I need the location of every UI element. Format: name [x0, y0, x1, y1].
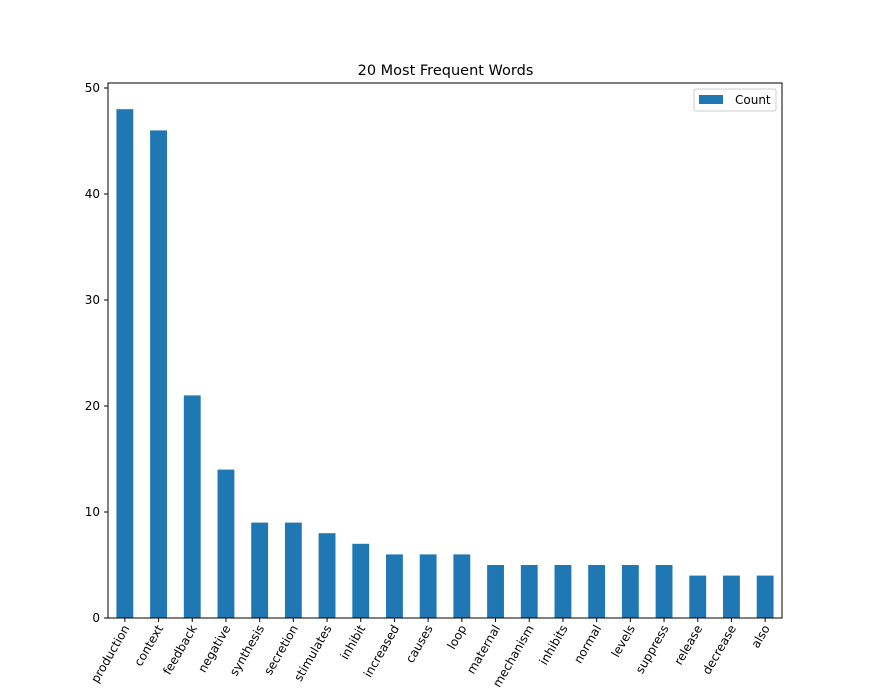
bar-levels: [621, 565, 639, 618]
y-tick-label: 30: [85, 293, 100, 307]
x-tick-label: inhibits: [537, 623, 571, 668]
bar-inhibit: [352, 543, 370, 618]
bar-release: [689, 575, 707, 618]
x-tick-label: loop: [445, 623, 470, 652]
x-tick-label: decrease: [700, 623, 739, 677]
legend-label: Count: [735, 93, 771, 107]
x-tick-label: inhibit: [337, 622, 368, 662]
bar-stimulates: [318, 533, 336, 618]
bar-inhibits: [554, 565, 572, 618]
bar-synthesis: [251, 522, 269, 618]
x-tick-label: negative: [195, 623, 233, 675]
bar-suppress: [655, 565, 673, 618]
x-tick-label: also: [748, 623, 772, 651]
bars-group: [116, 109, 774, 618]
x-tick-label: causes: [403, 623, 436, 666]
bar-production: [116, 109, 134, 618]
bar-loop: [453, 554, 471, 618]
x-axis: productioncontextfeedbacknegativesynthes…: [88, 618, 773, 690]
x-tick-label: release: [671, 623, 705, 668]
bar-context: [150, 130, 167, 618]
bar-decrease: [723, 575, 740, 618]
x-tick-label: production: [88, 623, 132, 686]
y-tick-label: 10: [85, 505, 100, 519]
legend: Count: [693, 88, 777, 112]
y-axis: 0 10 20 30 40 50: [85, 81, 108, 625]
bar-mechanism: [520, 565, 538, 618]
bar-normal: [588, 565, 606, 618]
y-tick-label: 40: [85, 187, 100, 201]
bar-increased: [386, 554, 403, 618]
x-tick-label: feedback: [160, 622, 200, 677]
bar-also: [756, 575, 774, 618]
plot-frame: [107, 82, 783, 619]
x-tick-label: suppress: [633, 623, 672, 676]
y-tick-label: 0: [92, 611, 100, 625]
bar-causes: [419, 554, 437, 618]
x-tick-label: levels: [608, 623, 638, 660]
bar-secretion: [284, 522, 302, 618]
chart-title: 20 Most Frequent Words: [358, 63, 534, 79]
bar-feedback: [183, 395, 201, 618]
x-tick-label: context: [131, 622, 166, 668]
legend-box: [693, 88, 777, 112]
legend-swatch: [699, 95, 723, 104]
bar-negative: [217, 469, 235, 618]
y-tick-label: 20: [85, 399, 100, 413]
bar-maternal: [487, 565, 504, 618]
y-tick-label: 50: [85, 81, 100, 95]
x-tick-label: normal: [571, 623, 604, 666]
